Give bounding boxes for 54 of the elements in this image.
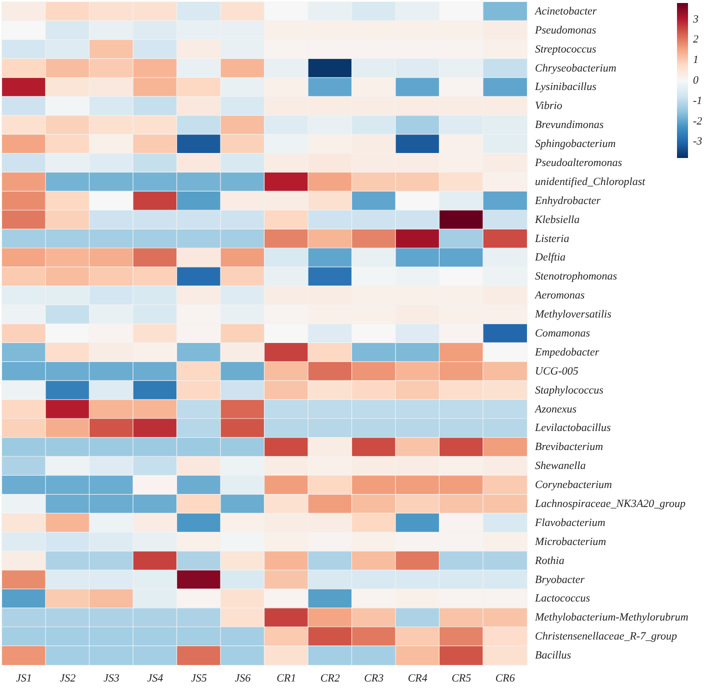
y-tick-label: Flavobacterium bbox=[534, 516, 606, 529]
y-tick-label: Lachnospiraceae_NK3A20_group bbox=[534, 498, 686, 510]
y-tick-label: Staphylococcus bbox=[535, 384, 604, 396]
x-tick-label: CR2 bbox=[320, 672, 340, 684]
color-bar-label: 0 bbox=[693, 74, 699, 86]
y-tick-label: Comamonas bbox=[535, 328, 590, 340]
x-tick-label: JS5 bbox=[190, 672, 208, 684]
y-tick-label: Klebsiella bbox=[534, 214, 580, 226]
x-tick-label: CR6 bbox=[495, 672, 516, 684]
x-tick-label: CR1 bbox=[276, 672, 296, 684]
y-tick-label: Listeria bbox=[534, 232, 570, 245]
y-tick-label: Levilactobacillus bbox=[534, 422, 611, 434]
y-tick-label: Rothia bbox=[534, 554, 565, 567]
y-tick-label: Methylobacterium-Methylorubrum bbox=[534, 612, 688, 624]
x-tick-label: JS6 bbox=[234, 672, 252, 684]
color-bar-label: -3 bbox=[693, 136, 703, 148]
y-tick-label: Acinetobacter bbox=[534, 5, 598, 18]
y-tick-label: Bacillus bbox=[535, 650, 572, 662]
y-tick-label: Streptococcus bbox=[535, 43, 596, 56]
y-tick-label: Vibrio bbox=[535, 100, 563, 112]
y-tick-label: Enhydrobacter bbox=[534, 194, 602, 207]
y-tick-label: Azonexus bbox=[534, 403, 577, 416]
x-tick-label: JS4 bbox=[147, 672, 164, 684]
y-tick-label: Methyloversatilis bbox=[534, 308, 612, 321]
y-tick-label: Christensenellaceae_R-7_group bbox=[535, 630, 678, 643]
x-tick-label: JS1 bbox=[16, 672, 32, 684]
y-tick-label: Bryobacter bbox=[535, 574, 586, 586]
y-tick-label: UCG-005 bbox=[535, 365, 579, 378]
y-tick-label: unidentified_Chloroplast bbox=[535, 176, 646, 188]
y-tick-label: Brevundimonas bbox=[535, 119, 604, 132]
y-tick-label: Corynebacterium bbox=[535, 479, 612, 492]
y-tick-label: Shewanella bbox=[535, 460, 586, 472]
y-tick-label: Sphingobacterium bbox=[535, 138, 616, 150]
y-tick-label: Chryseobacterium bbox=[535, 62, 616, 74]
y-tick-label: Lactococcus bbox=[534, 592, 590, 605]
color-bar-label: -2 bbox=[693, 115, 703, 128]
x-tick-label: CR5 bbox=[452, 672, 472, 684]
color-bar-label: 1 bbox=[693, 54, 698, 66]
y-tick-label: Lysinibacillus bbox=[534, 81, 596, 94]
y-tick-label: Brevibacterium bbox=[535, 441, 604, 454]
color-bar-label: 3 bbox=[692, 13, 699, 26]
x-tick-label: JS3 bbox=[103, 672, 120, 684]
y-tick-label: Pseudomonas bbox=[534, 24, 596, 36]
x-tick-label: CR4 bbox=[408, 672, 428, 684]
x-tick-label: CR3 bbox=[364, 672, 384, 684]
y-tick-label: Aeromonas bbox=[534, 290, 585, 302]
y-tick-label: Pseudoalteromonas bbox=[534, 157, 622, 170]
y-tick-label: Delftia bbox=[534, 252, 566, 264]
x-tick-label: JS2 bbox=[60, 672, 76, 684]
y-tick-label: Stenotrophomonas bbox=[535, 270, 618, 283]
y-tick-label: Microbacterium bbox=[534, 536, 606, 548]
y-tick-label: Empedobacter bbox=[534, 346, 600, 358]
color-bar-label: 2 bbox=[693, 34, 699, 46]
color-bar-label: -1 bbox=[693, 94, 702, 107]
